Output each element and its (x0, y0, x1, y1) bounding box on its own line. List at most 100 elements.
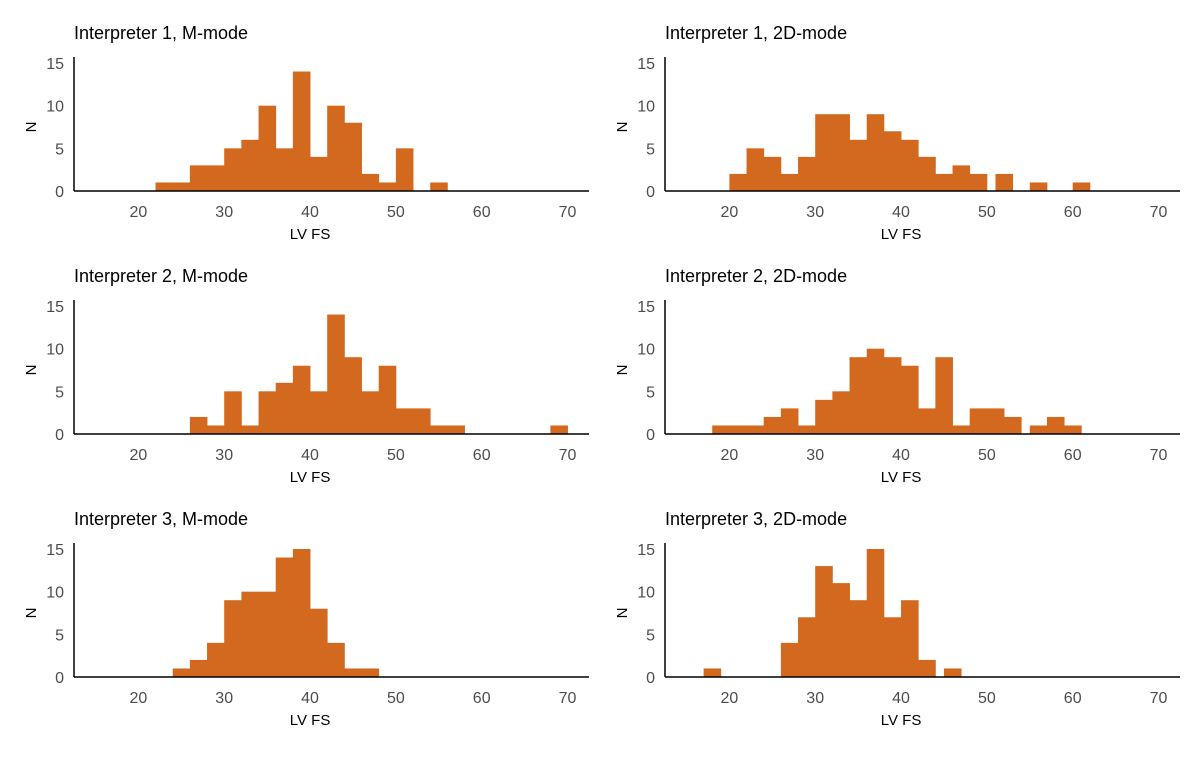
y-tick-label: 10 (46, 99, 64, 116)
histogram-bar (207, 642, 225, 677)
x-tick-label: 70 (1150, 447, 1168, 464)
x-tick-label: 40 (892, 690, 910, 707)
histogram-bar (224, 600, 242, 677)
histogram-bar (258, 591, 277, 677)
histogram-bar (866, 549, 885, 677)
y-tick-label: 5 (55, 141, 64, 158)
histogram-bar (224, 391, 242, 434)
x-tick-label: 30 (215, 690, 233, 707)
y-tick-label: 15 (637, 299, 655, 316)
histogram-bar (780, 173, 799, 191)
histogram-bar (361, 173, 380, 191)
histogram-bar (292, 71, 311, 191)
histogram-bar (1029, 182, 1048, 191)
x-tick-label: 60 (473, 447, 491, 464)
x-tick-label: 60 (1064, 447, 1082, 464)
histogram-bar (918, 408, 936, 434)
histogram-bar (1064, 425, 1082, 434)
x-tick-label: 30 (806, 690, 824, 707)
x-tick-label: 50 (978, 447, 996, 464)
x-axis-label: LV FS (881, 712, 922, 729)
x-tick-label: 60 (473, 204, 491, 221)
y-tick-label: 15 (637, 542, 655, 559)
y-axis-label: N (23, 122, 40, 133)
histogram-bar (849, 600, 868, 677)
histogram-bar (172, 668, 191, 677)
y-tick-label: 10 (46, 342, 64, 359)
histogram-bar (832, 391, 850, 434)
histogram-bar (344, 668, 362, 677)
histogram-bar (327, 314, 345, 434)
histogram-bar (207, 165, 225, 191)
y-tick-label: 10 (637, 585, 655, 602)
histogram-bar (395, 148, 414, 191)
histogram-bar (258, 391, 277, 434)
histogram-bar (986, 408, 1005, 434)
histogram-bar (918, 659, 936, 677)
y-axis-label: N (614, 608, 631, 619)
histogram-panel: Interpreter 1, M-mode 20 30 40 50 60 70 0 5 10 15 L… (23, 23, 589, 243)
y-tick-label: 10 (637, 99, 655, 116)
panel-title: Interpreter 3, 2D-mode (665, 509, 847, 529)
histogram-bar (207, 425, 225, 434)
x-tick-label: 50 (387, 690, 405, 707)
histogram-bar (798, 617, 816, 677)
x-tick-label: 50 (387, 447, 405, 464)
histogram-bar (995, 173, 1014, 191)
y-axis-label: N (614, 365, 631, 376)
histogram-bar (1046, 416, 1065, 434)
panel-title: Interpreter 1, M-mode (74, 23, 248, 43)
histogram-bar (969, 408, 988, 434)
y-tick-label: 0 (55, 184, 64, 201)
x-tick-label: 70 (559, 690, 577, 707)
histogram-panel: Interpreter 1, 2D-mode 20 30 40 50 60 70 0 5 10 15… (614, 23, 1180, 243)
histogram-bar (361, 391, 380, 434)
histogram-bar (550, 425, 568, 434)
x-tick-label: 60 (1064, 690, 1082, 707)
histogram-bar (1004, 416, 1022, 434)
x-tick-label: 40 (301, 690, 319, 707)
histogram-bar (275, 148, 294, 191)
x-tick-label: 20 (720, 447, 738, 464)
histogram-bar (746, 425, 765, 434)
histogram-bar (798, 425, 816, 434)
histogram-bar (395, 408, 414, 434)
histogram-bar (883, 617, 902, 677)
histogram-bar (729, 173, 747, 191)
histogram-bar (224, 148, 242, 191)
panel-title: Interpreter 1, 2D-mode (665, 23, 847, 43)
x-tick-label: 50 (978, 690, 996, 707)
histogram-bar (1072, 182, 1091, 191)
y-tick-label: 15 (46, 56, 64, 73)
x-tick-label: 20 (720, 690, 738, 707)
histogram-bar (378, 182, 397, 191)
x-tick-label: 30 (806, 447, 824, 464)
histogram-bar (729, 425, 747, 434)
y-tick-label: 15 (46, 299, 64, 316)
histogram-panel: Interpreter 2, 2D-mode 20 30 40 50 60 70 0 5 10 15… (614, 266, 1180, 486)
panel-title: Interpreter 3, M-mode (74, 509, 248, 529)
y-tick-label: 10 (46, 585, 64, 602)
histogram-bar (189, 659, 208, 677)
histogram-bar (172, 182, 191, 191)
y-axis-label: N (23, 365, 40, 376)
histogram-panel: Interpreter 3, M-mode 20 30 40 50 60 70 0 5 10 15 L… (23, 509, 589, 729)
x-axis-label: LV FS (290, 712, 331, 729)
histogram-bar (952, 425, 971, 434)
histogram-bar (780, 408, 799, 434)
x-axis-label: LV FS (290, 469, 331, 486)
x-axis-label: LV FS (881, 469, 922, 486)
histogram-bar (798, 156, 816, 191)
histogram-bar (815, 399, 833, 434)
x-axis-label: LV FS (881, 226, 922, 243)
histogram-bar (943, 668, 962, 677)
histogram-bar (189, 165, 208, 191)
y-axis-label: N (614, 122, 631, 133)
histogram-bar (327, 105, 345, 191)
y-tick-label: 0 (55, 670, 64, 687)
histogram-bar (378, 365, 397, 434)
histogram-bar (883, 131, 902, 191)
histogram-bar (344, 122, 362, 191)
histogram-bar (901, 365, 919, 434)
histogram-bar (327, 642, 345, 677)
